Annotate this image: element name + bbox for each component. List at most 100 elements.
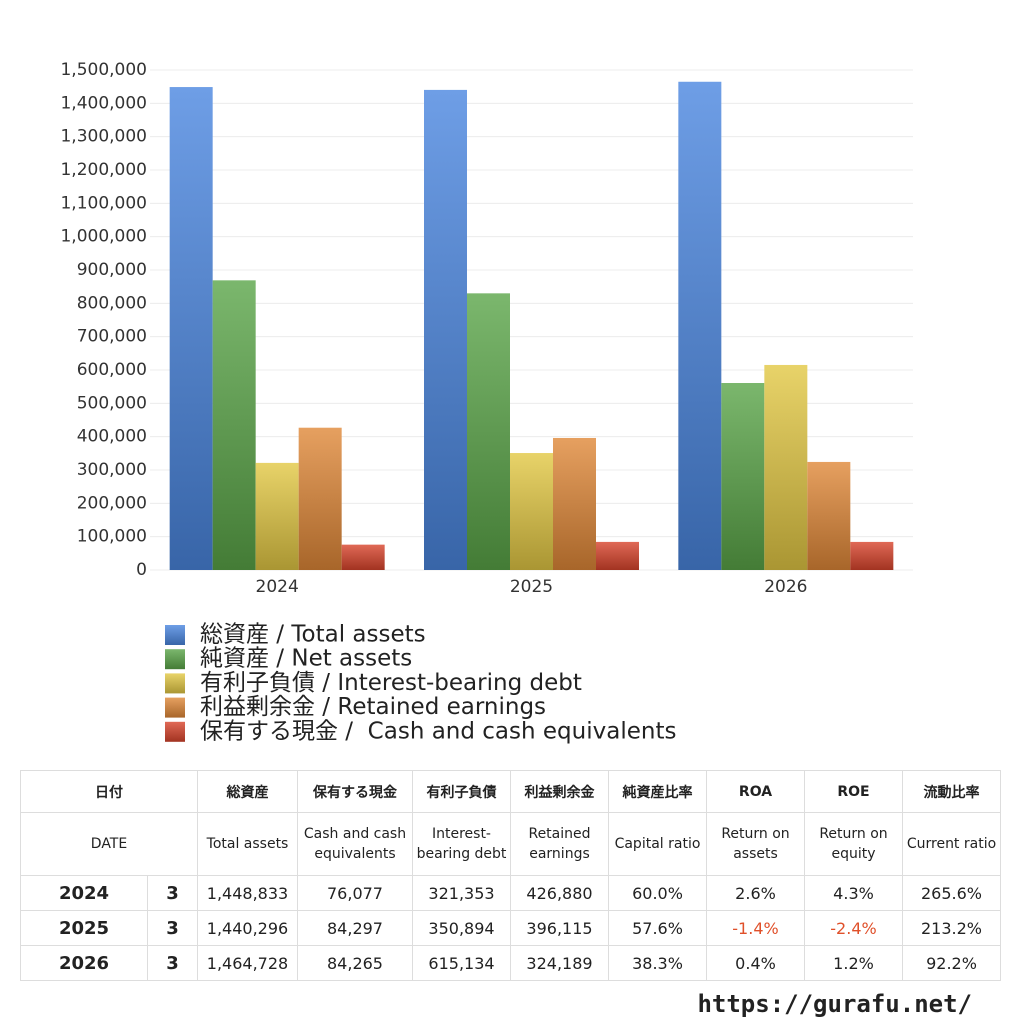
y-tick-label: 100,000 xyxy=(77,527,147,547)
table-cell: Cash and cash equivalents xyxy=(297,812,413,876)
table-cell: Interest-bearing debt xyxy=(412,812,511,876)
table-cell: 57.6% xyxy=(608,910,707,946)
footer-url: https://gurafu.net/ xyxy=(697,990,972,1018)
table-cell: 保有する現金 xyxy=(297,770,413,813)
data-row: 2026 3 1,464,728 84,265 615,134 324,189 38.3% 0… xyxy=(20,945,1001,981)
legend-label: 有利子負債 / Interest-bearing debt xyxy=(200,670,582,696)
table-cell: 有利子負債 xyxy=(412,770,511,813)
table-cell: 3 xyxy=(147,910,198,946)
table-cell: Total assets xyxy=(197,812,298,876)
legend-label: 総資産 / Total assets xyxy=(200,622,426,648)
table-cell: 2026 xyxy=(20,945,148,981)
bar xyxy=(764,364,808,570)
table-cell: 84,297 xyxy=(297,910,413,946)
table-cell: 76,077 xyxy=(297,875,413,911)
table-cell: 84,265 xyxy=(297,945,413,981)
legend-swatch xyxy=(165,673,185,694)
table-cell: Return on equity xyxy=(804,812,903,876)
legend-swatch xyxy=(165,625,185,645)
bar xyxy=(678,81,722,571)
x-tick-label: 2024 xyxy=(256,577,299,597)
table-cell: 4.3% xyxy=(804,875,903,911)
table-cell: 2025 xyxy=(20,910,148,946)
y-tick-label: 1,200,000 xyxy=(60,160,147,180)
table-cell: 利益剰余金 xyxy=(510,770,609,813)
table-cell: 265.6% xyxy=(902,875,1001,911)
y-tick-label: 1,500,000 xyxy=(60,60,147,80)
legend-swatch xyxy=(165,649,185,670)
y-tick-label: 1,400,000 xyxy=(60,93,147,113)
y-tick-label: 700,000 xyxy=(77,327,147,347)
table-cell: 1.2% xyxy=(804,945,903,981)
table-cell: Capital ratio xyxy=(608,812,707,876)
table-cell: DATE xyxy=(20,812,198,876)
table-cell: 324,189 xyxy=(510,945,609,981)
table-cell: 流動比率 xyxy=(902,770,1001,813)
bar xyxy=(596,541,639,570)
table-cell: 1,440,296 xyxy=(197,910,298,946)
table-cell: Current ratio xyxy=(902,812,1001,876)
y-tick-label: 900,000 xyxy=(77,260,147,280)
bar xyxy=(341,544,385,570)
table-cell: Return on assets xyxy=(706,812,805,876)
table-cell: 38.3% xyxy=(608,945,707,981)
y-tick-label: 400,000 xyxy=(77,427,147,447)
legend-swatch xyxy=(165,721,185,742)
bar xyxy=(424,89,467,570)
bar xyxy=(553,437,596,570)
bar xyxy=(298,427,342,570)
table-cell: 3 xyxy=(147,875,198,911)
table-cell: 3 xyxy=(147,945,198,981)
data-row: 2024 3 1,448,833 76,077 321,353 426,880 60.0% 2… xyxy=(20,875,1001,911)
y-tick-label: 200,000 xyxy=(77,493,147,513)
y-tick-label: 1,000,000 xyxy=(60,227,147,247)
table-cell: -2.4% xyxy=(804,910,903,946)
bar xyxy=(850,541,894,570)
y-tick-label: 600,000 xyxy=(77,360,147,380)
table-cell: 60.0% xyxy=(608,875,707,911)
table-cell: 総資産 xyxy=(197,770,298,813)
header-row: DATE Total assets Cash and cash equivalent… xyxy=(20,812,1001,876)
table-cell: 0.4% xyxy=(706,945,805,981)
table-cell: 2024 xyxy=(20,875,148,911)
table-cell: 1,448,833 xyxy=(197,875,298,911)
bar xyxy=(510,453,553,570)
bar xyxy=(807,461,851,570)
y-tick-label: 1,100,000 xyxy=(60,193,147,213)
table-cell: 321,353 xyxy=(412,875,511,911)
bar xyxy=(467,293,510,570)
table-cell: -1.4% xyxy=(706,910,805,946)
table-cell: ROA xyxy=(706,770,805,813)
legend-swatch xyxy=(165,697,185,718)
table-cell: 396,115 xyxy=(510,910,609,946)
y-tick-label: 500,000 xyxy=(77,393,147,413)
bar xyxy=(255,462,299,570)
y-tick-label: 300,000 xyxy=(77,460,147,480)
table-cell: 92.2% xyxy=(902,945,1001,981)
x-tick-label: 2026 xyxy=(764,577,807,597)
legend-label: 利益剰余金 / Retained earnings xyxy=(200,694,546,720)
bar xyxy=(169,87,213,570)
y-tick-label: 1,300,000 xyxy=(60,127,147,147)
chart: 0 100,000 200,000 300,000 400,000 500,000 600,… xyxy=(60,60,913,744)
table-cell: ROE xyxy=(804,770,903,813)
legend-label: 保有する現金 / Cash and cash equivalents xyxy=(200,718,676,744)
table-cell: 1,464,728 xyxy=(197,945,298,981)
x-tick-label: 2025 xyxy=(510,577,553,597)
table-cell: 2.6% xyxy=(706,875,805,911)
legend-label: 純資産 / Net assets xyxy=(200,646,412,672)
header-row: 日付 総資産 保有する現金 有利子負債 利益剰余金 純資産比率 ROA ROE 流動比率 xyxy=(20,770,1001,813)
y-tick-label: 800,000 xyxy=(77,293,147,313)
data-table: 日付 総資産 保有する現金 有利子負債 利益剰余金 純資産比率 ROA ROE 流動比率 DATE… xyxy=(20,770,1001,981)
table-cell: 615,134 xyxy=(412,945,511,981)
data-row: 2025 3 1,440,296 84,297 350,894 396,115 57.6% -… xyxy=(20,910,1001,946)
table-cell: 純資産比率 xyxy=(608,770,707,813)
table-cell: 日付 xyxy=(20,770,198,813)
bar xyxy=(721,383,765,570)
table-cell: Retained earnings xyxy=(510,812,609,876)
table-cell: 213.2% xyxy=(902,910,1001,946)
y-tick-label: 0 xyxy=(136,560,147,580)
table-cell: 350,894 xyxy=(412,910,511,946)
table-cell: 426,880 xyxy=(510,875,609,911)
